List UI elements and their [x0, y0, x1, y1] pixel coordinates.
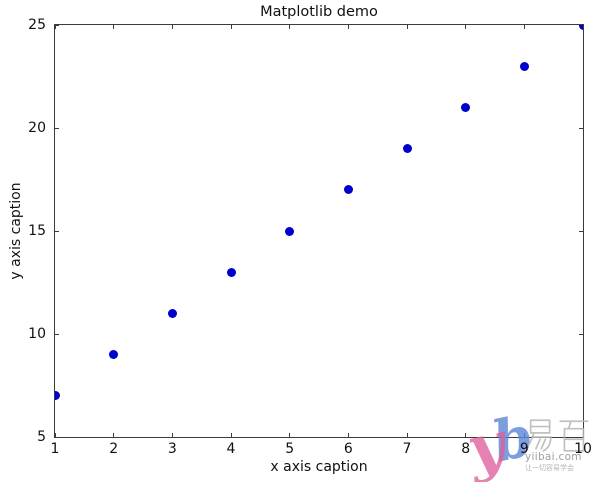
x-tick-mark: [406, 25, 408, 29]
x-tick-label: 9: [519, 441, 529, 457]
data-point: [519, 61, 529, 71]
x-tick-mark: [347, 25, 349, 29]
x-tick-label: 6: [343, 441, 353, 457]
data-point: [55, 391, 60, 401]
x-tick-mark: [113, 433, 115, 437]
plot-area: [54, 24, 584, 438]
x-tick-label: 8: [461, 441, 471, 457]
x-tick-mark: [113, 25, 115, 29]
x-tick-mark: [230, 433, 232, 437]
y-tick-mark: [55, 333, 59, 335]
x-tick-mark: [171, 433, 173, 437]
y-tick-mark: [55, 436, 59, 437]
x-tick-label: 1: [50, 441, 60, 457]
chart-title: Matplotlib demo: [260, 4, 378, 20]
x-tick-label: 10: [574, 441, 592, 457]
data-point: [226, 267, 236, 277]
x-tick-label: 3: [167, 441, 177, 457]
y-tick-label: 20: [28, 120, 46, 136]
x-tick-mark: [406, 433, 408, 437]
y-tick-label: 10: [28, 326, 46, 342]
data-point: [343, 185, 353, 195]
x-tick-label: 4: [226, 441, 236, 457]
x-tick-mark: [289, 433, 291, 437]
y-tick-mark: [55, 25, 59, 26]
x-tick-mark: [289, 25, 291, 29]
y-tick-mark: [55, 127, 59, 129]
x-tick-mark: [465, 433, 467, 437]
y-tick-label: 5: [37, 429, 46, 445]
data-point: [578, 25, 583, 30]
y-tick-label: 25: [28, 17, 46, 33]
x-tick-label: 5: [285, 441, 295, 457]
y-tick-mark: [579, 230, 583, 232]
data-point: [109, 350, 119, 360]
x-tick-mark: [347, 433, 349, 437]
y-tick-mark: [579, 333, 583, 335]
y-tick-mark: [55, 230, 59, 232]
x-tick-mark: [523, 25, 525, 29]
x-tick-mark: [230, 25, 232, 29]
data-point: [167, 308, 177, 318]
data-point: [461, 102, 471, 112]
data-point: [402, 144, 412, 154]
y-tick-label: 15: [28, 223, 46, 239]
x-tick-mark: [465, 25, 467, 29]
x-tick-mark: [55, 25, 56, 29]
x-tick-mark: [55, 433, 56, 437]
x-tick-mark: [171, 25, 173, 29]
x-axis-label: x axis caption: [270, 459, 368, 475]
y-tick-mark: [579, 127, 583, 129]
x-tick-label: 2: [109, 441, 119, 457]
y-tick-mark: [579, 436, 583, 437]
x-tick-mark: [523, 433, 525, 437]
data-point: [285, 226, 295, 236]
x-tick-label: 7: [402, 441, 412, 457]
